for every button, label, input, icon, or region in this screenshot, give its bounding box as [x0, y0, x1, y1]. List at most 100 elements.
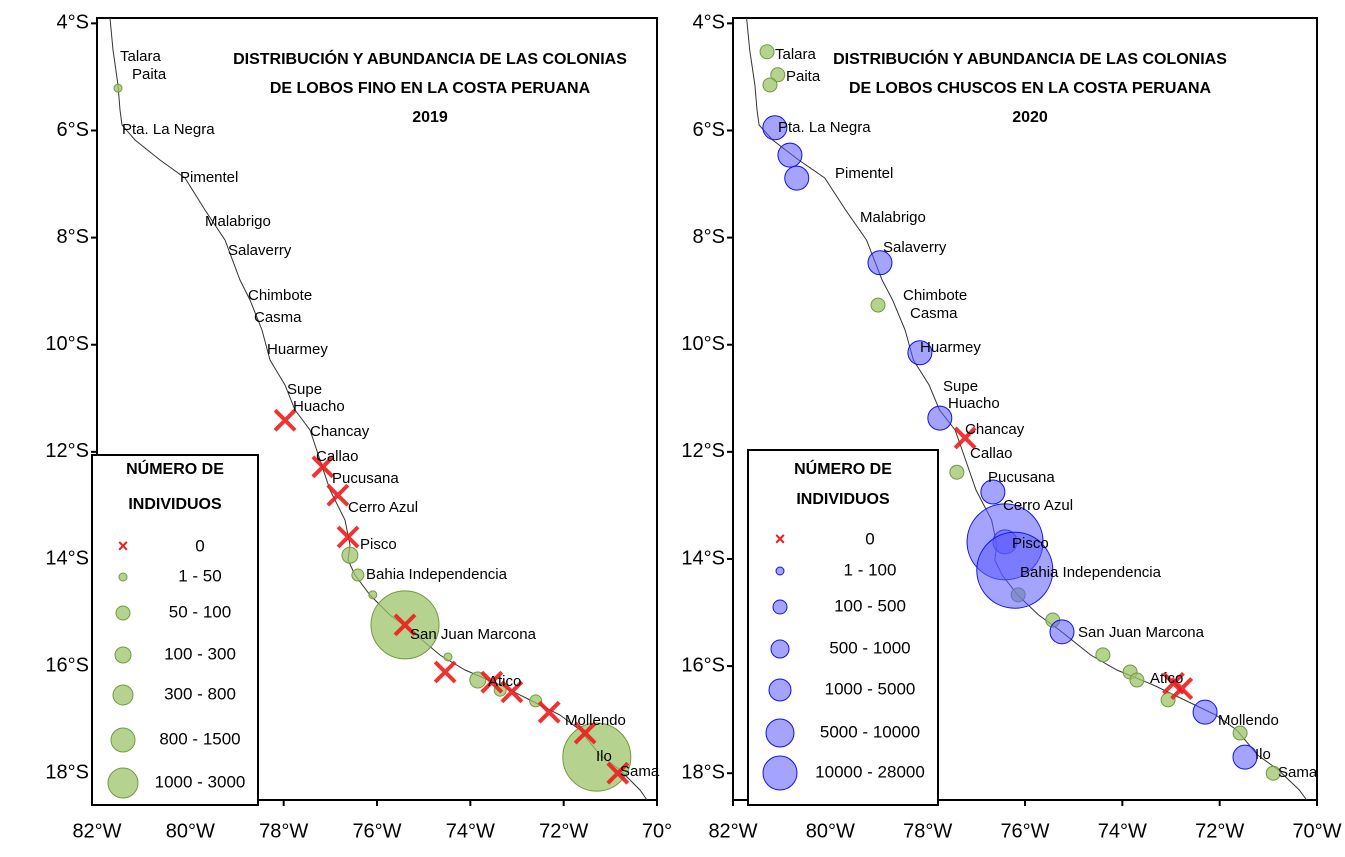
place-label: San Juan Marcona [410, 626, 537, 643]
zero-marker [537, 700, 561, 724]
legend-symbol [768, 678, 792, 702]
place-label: Chimbote [903, 287, 967, 304]
legend-symbol: × [775, 529, 786, 549]
colony-marker [762, 77, 778, 93]
place-label: Huacho [293, 398, 345, 415]
y-tick-label: 10°S [681, 333, 725, 355]
legend-label: 500 - 1000 [829, 638, 910, 657]
legend-label: 10000 - 28000 [815, 762, 925, 781]
legend-title: NÚMERO DE [126, 459, 224, 478]
colony-marker [949, 464, 965, 480]
colony-marker [870, 297, 886, 313]
legend-label: 50 - 100 [169, 602, 231, 621]
place-label: Paita [786, 68, 821, 85]
colony-marker [351, 568, 365, 582]
y-tick-label: 18°S [681, 762, 725, 784]
colony-marker [1095, 647, 1111, 663]
colony-marker [368, 590, 378, 600]
zero-marker [953, 426, 977, 450]
legend-symbol [107, 767, 139, 799]
place-label: Mollendo [1218, 712, 1279, 729]
y-tick-label: 18°S [45, 762, 89, 784]
colony-marker [759, 44, 775, 60]
y-tick-label: 6°S [693, 119, 725, 141]
place-label: Chancay [310, 423, 370, 440]
legend-symbol [765, 718, 795, 748]
place-label: Mollendo [565, 712, 626, 729]
y-tick-label: 16°S [45, 654, 89, 676]
legend-label: 0 [865, 529, 874, 548]
place-label: Paita [132, 66, 167, 83]
place-label: Huacho [948, 395, 1000, 412]
legend-label: 300 - 800 [164, 684, 236, 703]
x-tick-label: 82°W [72, 820, 121, 842]
place-label: Huarmey [920, 339, 981, 356]
place-label: Callao [316, 448, 359, 465]
colony-marker [1129, 672, 1145, 688]
legend-symbol [115, 605, 131, 621]
y-tick-label: 16°S [681, 654, 725, 676]
zero-marker [336, 525, 360, 549]
place-label: Supe [943, 378, 978, 395]
place-label: Pisco [360, 536, 397, 553]
colony-marker [1265, 765, 1281, 781]
legend-label: 800 - 1500 [159, 729, 240, 748]
zero-marker [393, 613, 417, 637]
zero-marker [573, 721, 597, 745]
legend-symbol: × [118, 536, 129, 556]
colony-marker [927, 405, 953, 431]
colony-marker [867, 250, 893, 276]
colony-marker [443, 652, 453, 662]
legend-label: 1000 - 5000 [825, 679, 916, 698]
place-label: Pucusana [332, 470, 399, 487]
colony-marker [1192, 699, 1218, 725]
place-label: Chancay [965, 421, 1025, 438]
place-label: Ilo [596, 748, 612, 765]
place-label: Cerro Azul [348, 499, 418, 516]
zero-marker [433, 660, 457, 684]
place-label: Atico [488, 673, 521, 690]
colony-marker [762, 115, 788, 141]
legend-label: 1000 - 3000 [155, 772, 246, 791]
legend-symbol [762, 755, 798, 791]
x-tick-label: 78°W [259, 820, 308, 842]
place-label: San Juan Marcona [1078, 624, 1205, 641]
x-tick-label: 72°W [539, 820, 588, 842]
place-label: Malabrigo [205, 213, 271, 230]
place-label: Pta. La Negra [778, 119, 871, 136]
zero-marker [606, 761, 630, 785]
colony-marker [976, 531, 1054, 609]
map-title: DISTRIBUCIÓN Y ABUNDANCIA DE LAS COLONIA… [833, 49, 1227, 68]
y-tick-label: 12°S [45, 440, 89, 462]
place-label: Pta. La Negra [122, 121, 215, 138]
colony-marker [341, 546, 359, 564]
map-panel: 4°S 6°S 8°S 10°S 12°S 14°S 16°S 18°S 82°W 80°W 78°… [681, 12, 1341, 843]
place-label: Pimentel [835, 165, 893, 182]
colony-marker [784, 165, 810, 191]
legend-title: INDIVIDUOS [128, 496, 222, 513]
legend-label: 100 - 500 [834, 596, 906, 615]
place-label: Sama [1278, 764, 1318, 781]
zero-marker [500, 680, 524, 704]
colony-marker [777, 142, 803, 168]
x-tick-label: 78°W [903, 820, 952, 842]
y-tick-label: 8°S [693, 226, 725, 248]
map-title: 2019 [412, 109, 448, 126]
zero-marker [273, 408, 297, 432]
place-label: Pisco [1012, 535, 1049, 552]
legend-symbol [772, 599, 788, 615]
place-label: Huarmey [267, 341, 328, 358]
map-title: DE LOBOS FINO EN LA COSTA PERUANA [270, 80, 591, 97]
x-tick-label: 70°W [1292, 820, 1341, 842]
x-tick-label: 80°W [166, 820, 215, 842]
legend-label: 1 - 50 [178, 566, 221, 585]
legend-label: 5000 - 10000 [820, 722, 920, 741]
place-label: Supe [287, 381, 322, 398]
x-tick-label: 76°W [352, 820, 401, 842]
place-label: Malabrigo [860, 209, 926, 226]
colony-marker [770, 67, 786, 83]
legend-title: INDIVIDUOS [796, 491, 890, 508]
map-title: DE LOBOS CHUSCOS EN LA COSTA PERUANA [849, 80, 1212, 97]
legend-title: NÚMERO DE [794, 459, 892, 478]
